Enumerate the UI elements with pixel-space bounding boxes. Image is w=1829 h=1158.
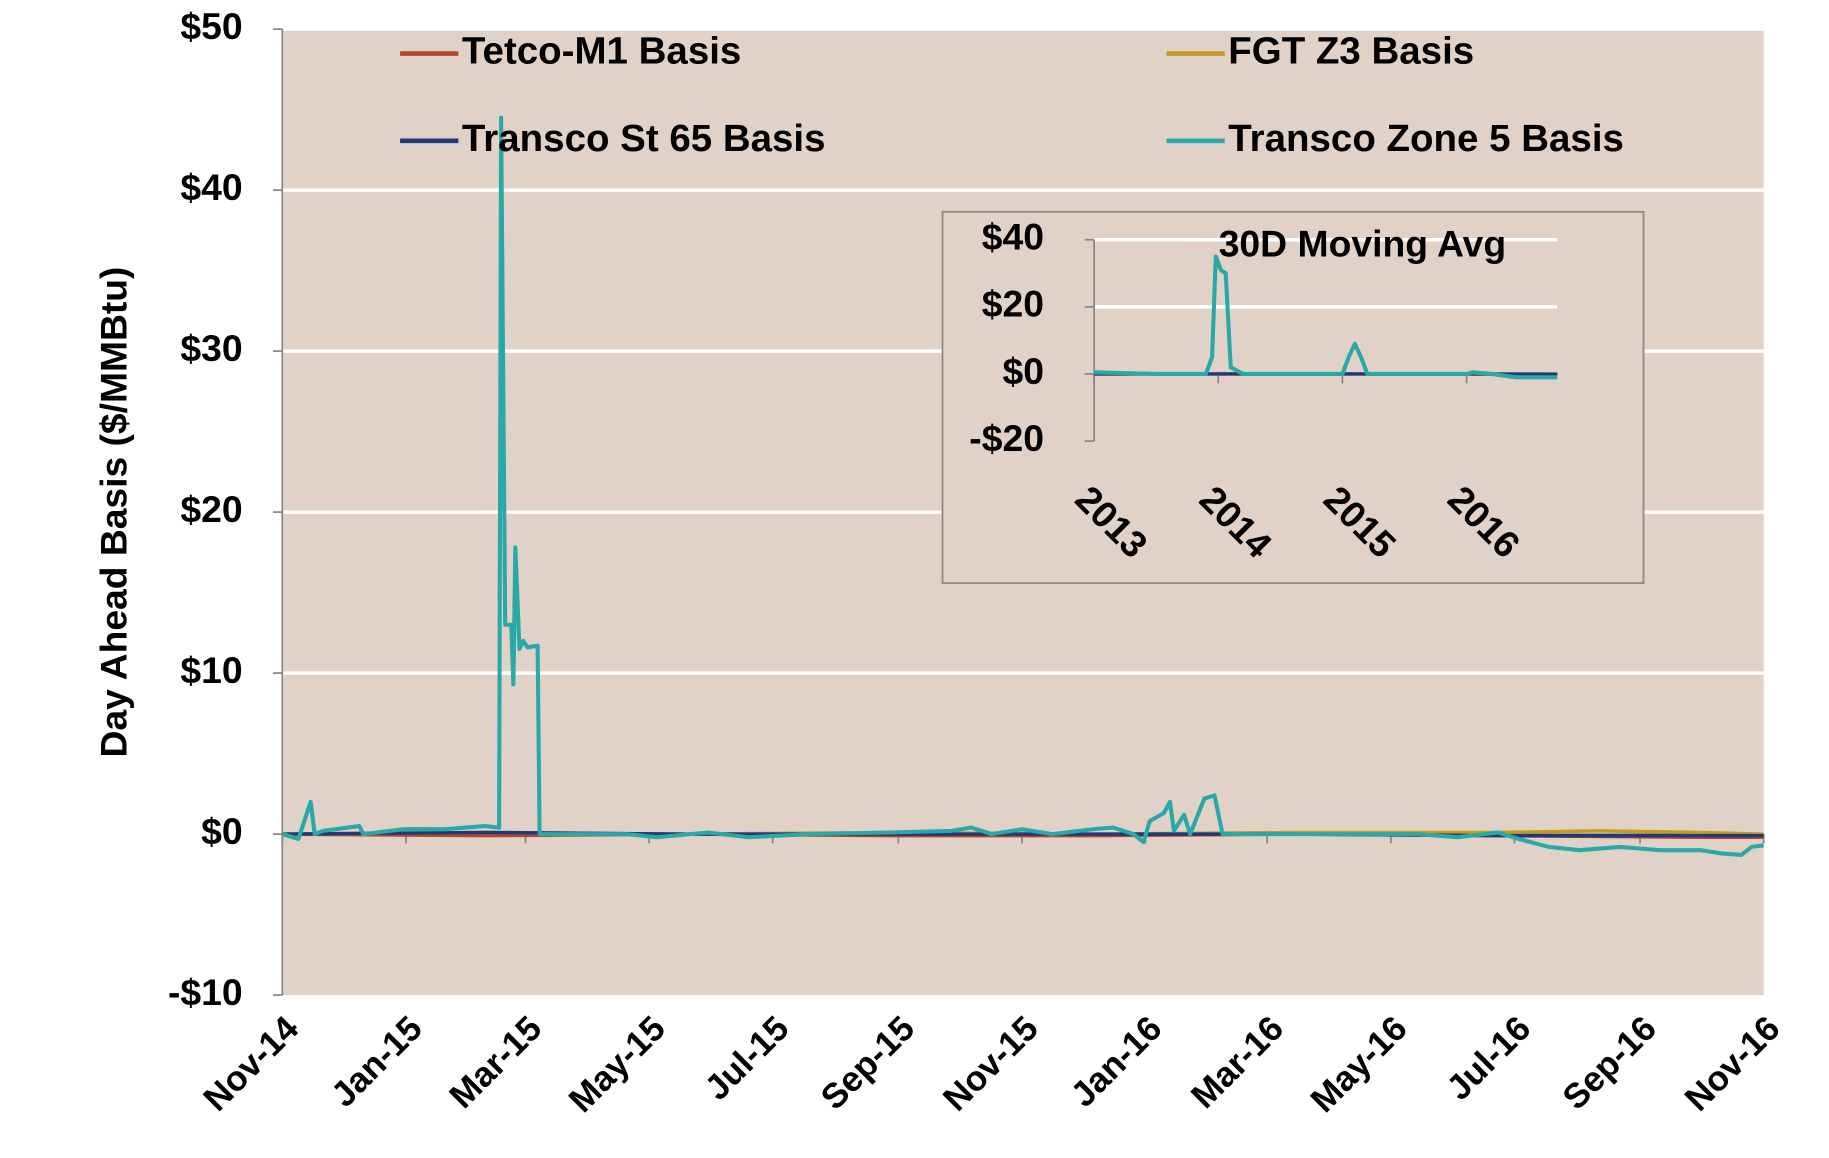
x-tick-label: Nov-14 xyxy=(196,1008,306,1118)
inset-title: 30D Moving Avg xyxy=(1219,223,1506,265)
x-tick-label: Nov-15 xyxy=(936,1009,1046,1119)
x-tick-label: Sep-15 xyxy=(813,1009,922,1117)
x-tick-label: Jul-15 xyxy=(697,1009,796,1108)
x-tick-label: Jul-16 xyxy=(1439,1009,1538,1108)
x-tick-label: Mar-15 xyxy=(442,1009,549,1116)
series-line xyxy=(1094,254,1558,380)
x-tick-label: Nov-16 xyxy=(1677,1009,1787,1119)
x-tick-label: Jan-16 xyxy=(1063,1009,1169,1115)
y-tick-label: $0 xyxy=(1002,350,1044,392)
x-tick-label: Mar-16 xyxy=(1184,1009,1291,1116)
x-tick-label: May-15 xyxy=(561,1009,672,1120)
x-tick-label: Sep-16 xyxy=(1555,1009,1664,1117)
legend-label: FGT Z3 Basis xyxy=(1228,30,1474,73)
x-tick-label: May-16 xyxy=(1303,1009,1414,1120)
legend-label: Tetco-M1 Basis xyxy=(462,30,741,73)
series-line xyxy=(281,115,1764,857)
y-tick-label: $20 xyxy=(180,488,242,530)
y-tick-label: -$20 xyxy=(969,417,1044,459)
y-axis-label: Day Ahead Basis ($/MMBtu) xyxy=(92,267,134,758)
y-tick-label: $0 xyxy=(201,810,242,852)
y-tick-label: $10 xyxy=(180,649,242,691)
y-tick-label: $30 xyxy=(180,327,242,369)
inset-box xyxy=(941,210,1645,584)
y-tick-label: -$10 xyxy=(168,971,243,1013)
legend-label: Transco Zone 5 Basis xyxy=(1228,117,1624,160)
y-tick-label: $50 xyxy=(180,5,242,47)
y-tick-label: $20 xyxy=(982,283,1044,325)
x-tick-label: Jan-15 xyxy=(324,1009,430,1115)
y-tick-label: $40 xyxy=(982,216,1044,258)
y-tick-label: $40 xyxy=(180,166,242,208)
legend-label: Transco St 65 Basis xyxy=(462,117,826,160)
